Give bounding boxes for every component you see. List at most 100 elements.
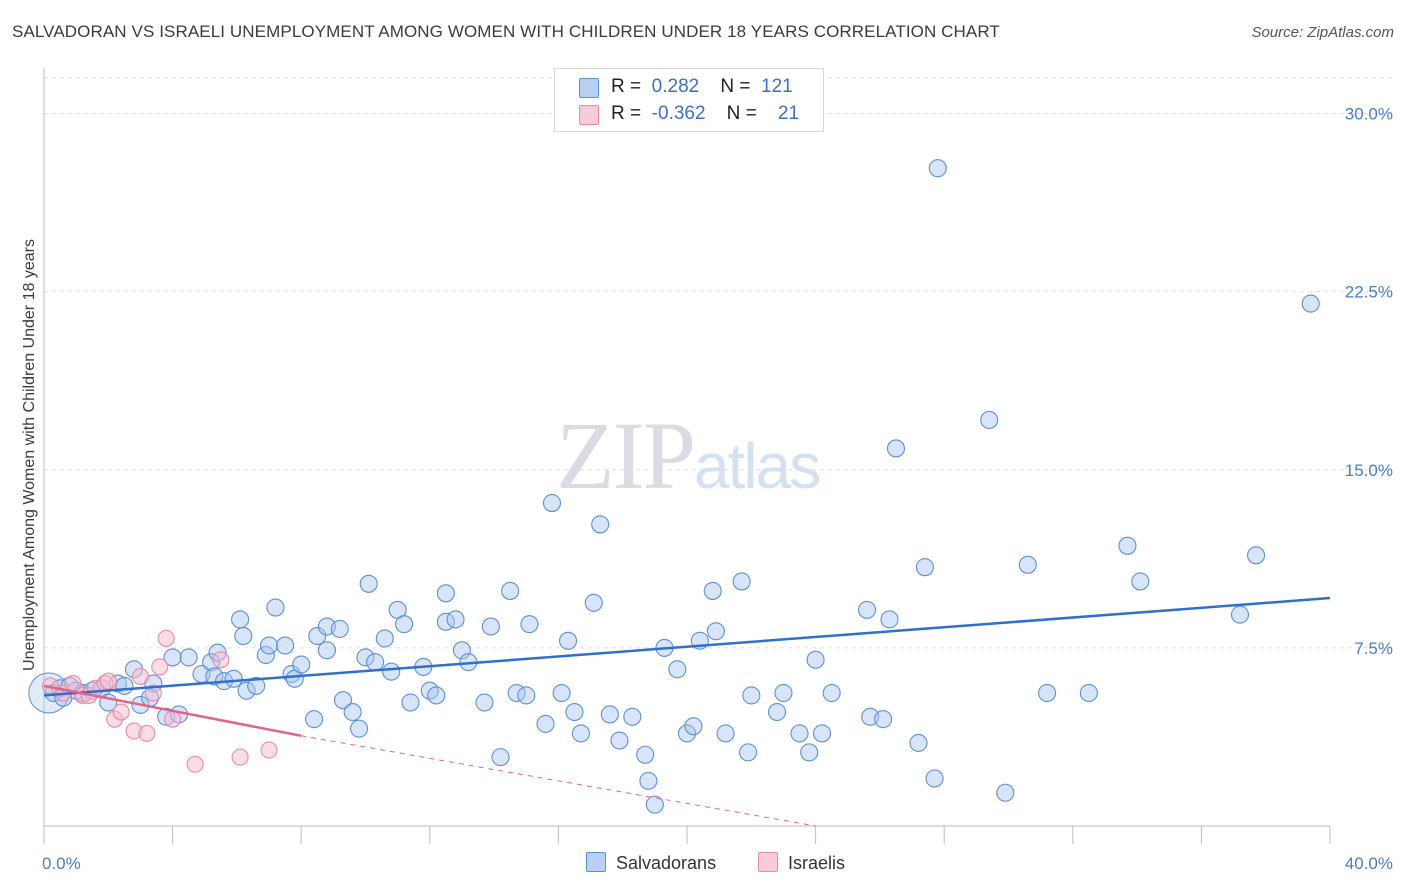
data-point-salvadoran: [436, 584, 455, 603]
bottom-legend-label-israelis: Israelis: [788, 853, 846, 873]
data-point-salvadoran: [623, 707, 642, 726]
data-point-salvadoran: [806, 650, 825, 669]
data-point-salvadoran: [677, 724, 697, 743]
trend-line-salvadorans: [43, 596, 1331, 697]
data-point-salvadoran: [350, 719, 369, 738]
trend-line-israelis: [43, 684, 302, 737]
data-point-salvadoran: [1131, 572, 1150, 591]
watermark-zip: ZIP: [556, 402, 696, 509]
data-point-salvadoran: [1247, 546, 1266, 565]
data-point-salvadoran: [565, 702, 584, 722]
data-point-salvadoran: [536, 714, 555, 733]
legend-r-value: -0.362: [651, 103, 706, 124]
data-point-salvadoran: [366, 653, 385, 672]
data-point-salvadoran: [308, 626, 327, 646]
y-tick-label: 22.5%: [1345, 283, 1393, 302]
legend-stats-israelis: R = -0.362 N = 21: [611, 103, 799, 125]
data-point-israeli: [164, 710, 182, 728]
data-point-salvadoran: [980, 410, 999, 429]
data-point-salvadoran: [571, 724, 590, 743]
data-point-salvadoran: [909, 733, 928, 752]
bottom-legend-salvadorans: Salvadorans: [586, 852, 716, 874]
legend-stats-salvadorans: R = 0.282 N = 121: [611, 76, 793, 98]
data-point-salvadoran: [475, 693, 494, 712]
data-point-israeli: [131, 667, 149, 685]
data-point-salvadoran: [1118, 536, 1137, 555]
watermark: ZIPatlas: [556, 400, 821, 511]
data-point-israeli: [151, 658, 169, 676]
data-point-salvadoran: [610, 731, 629, 750]
y-tick-label: 30.0%: [1345, 105, 1393, 124]
data-point-salvadoran: [247, 676, 266, 695]
legend-n-value: 121: [761, 76, 793, 97]
data-point-salvadoran: [343, 702, 362, 722]
data-point-salvadoran: [591, 515, 610, 534]
data-point-salvadoran: [491, 748, 510, 767]
trend-line-israelis-extrapolated: [301, 735, 816, 827]
data-point-salvadoran: [395, 615, 414, 634]
data-point-salvadoran: [925, 769, 944, 788]
data-point-salvadoran: [668, 660, 687, 679]
legend-r-value: 0.282: [651, 76, 700, 97]
data-point-israeli: [157, 629, 175, 647]
data-point-israeli: [99, 672, 117, 690]
data-point-salvadoran: [542, 494, 562, 513]
legend-n-label: N =: [720, 76, 751, 97]
data-point-salvadoran: [636, 745, 655, 764]
data-point-salvadoran: [481, 617, 500, 636]
data-point-salvadoran: [179, 648, 198, 667]
data-point-salvadoran: [1079, 683, 1098, 703]
legend-n-label: N =: [726, 103, 757, 124]
bottom-legend-swatch-israelis: [758, 852, 778, 872]
data-point-salvadoran: [205, 667, 224, 686]
data-point-salvadoran: [774, 683, 793, 703]
data-point-salvadoran: [259, 636, 279, 655]
data-point-salvadoran: [305, 710, 324, 729]
data-point-israeli: [144, 684, 162, 702]
data-point-salvadoran: [639, 771, 658, 790]
data-point-salvadoran: [382, 662, 401, 681]
data-point-salvadoran: [1301, 294, 1320, 313]
data-point-salvadoran: [359, 574, 378, 593]
bottom-legend-label-salvadorans: Salvadorans: [616, 853, 717, 873]
data-point-salvadoran: [276, 636, 295, 655]
data-point-salvadoran: [996, 783, 1015, 802]
data-point-salvadoran: [401, 693, 420, 712]
data-point-salvadoran: [266, 598, 285, 617]
legend-r-label: R =: [611, 103, 642, 124]
data-point-salvadoran: [767, 702, 787, 722]
data-point-israeli: [112, 703, 130, 721]
data-point-salvadoran: [375, 629, 394, 648]
data-point-salvadoran: [231, 610, 250, 629]
data-point-salvadoran: [812, 724, 832, 743]
x-tick-label: 40.0%: [1345, 854, 1393, 873]
data-point-salvadoran: [857, 600, 877, 619]
data-point-salvadoran: [915, 558, 934, 577]
data-point-salvadoran: [163, 648, 182, 667]
data-point-salvadoran: [115, 676, 134, 695]
data-point-salvadoran: [224, 669, 243, 688]
data-point-salvadoran: [739, 743, 758, 762]
data-point-salvadoran: [333, 691, 353, 710]
data-point-salvadoran: [446, 610, 465, 629]
data-point-salvadoran: [706, 622, 725, 641]
data-point-salvadoran: [292, 655, 311, 674]
data-point-salvadoran: [742, 686, 761, 705]
data-point-salvadoran: [716, 724, 735, 743]
legend-swatch-salvadorans: [579, 78, 599, 98]
data-point-salvadoran: [1018, 555, 1037, 574]
data-point-salvadoran: [552, 683, 571, 703]
data-point-salvadoran: [886, 439, 906, 458]
watermark-atlas: atlas: [694, 430, 821, 502]
data-point-salvadoran: [256, 645, 275, 665]
data-point-salvadoran: [317, 641, 336, 660]
data-point-salvadoran: [645, 795, 664, 814]
x-tick-label: 0.0%: [42, 854, 81, 873]
data-point-salvadoran: [234, 626, 253, 646]
data-point-salvadoran: [584, 593, 603, 612]
bottom-legend-swatch-salvadorans: [586, 852, 606, 872]
data-point-israeli: [212, 651, 230, 669]
data-point-salvadoran: [800, 743, 819, 762]
data-point-salvadoran: [237, 681, 256, 700]
